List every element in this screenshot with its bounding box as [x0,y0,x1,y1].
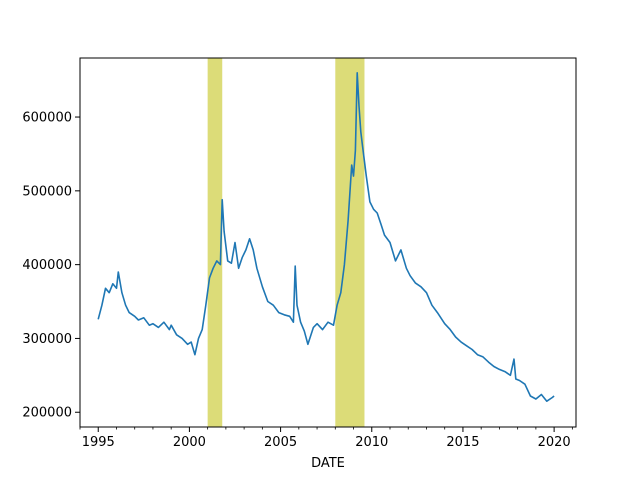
x-tick-label: 2015 [446,435,479,450]
x-tick-label: 2020 [538,435,571,450]
x-axis-label: DATE [311,456,345,471]
series-layer [97,72,555,402]
series-line [97,72,555,402]
y-tick-label: 200000 [22,406,72,421]
y-tick-label: 300000 [22,332,72,347]
x-tick-label: 2010 [355,435,388,450]
y-tick-label: 500000 [22,184,72,199]
x-axis-ticks: 1995 2000 2005 2010 2015 2020 [79,427,573,450]
recession-band-1 [207,58,223,427]
x-tick-label: 2005 [264,435,297,450]
y-axis-ticks: 200000 300000 400000 500000 600000 [22,111,80,421]
plot-frame [79,57,577,428]
y-tick-label: 600000 [22,111,72,126]
x-tick-label: 2000 [173,435,206,450]
x-tick-label: 1995 [82,435,115,450]
y-tick-label: 400000 [22,258,72,273]
